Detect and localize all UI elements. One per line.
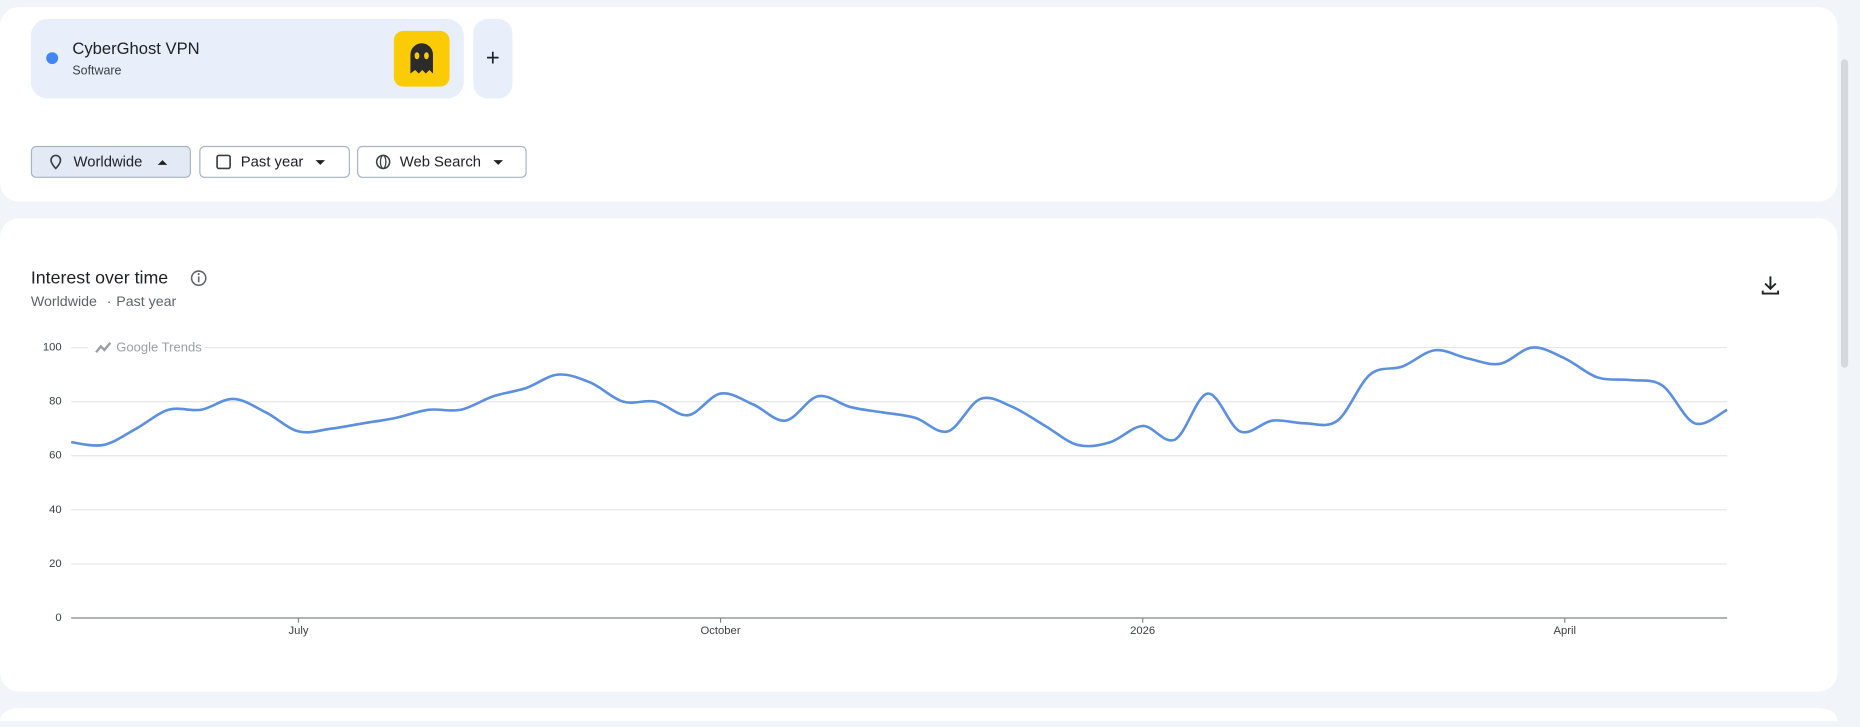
location-filter[interactable]: Worldwide <box>30 145 191 178</box>
ghost-icon <box>410 43 433 74</box>
scrollbar <box>1841 59 1849 368</box>
filter-label: Past year <box>241 154 304 170</box>
period-filter[interactable]: Past year <box>199 145 350 178</box>
filter-bg <box>199 145 350 178</box>
y-tick-label: 80 <box>49 396 62 408</box>
filter-bg <box>357 145 527 178</box>
next-card <box>0 708 1838 727</box>
y-tick-label: 40 <box>49 504 62 516</box>
card-title: Interest over time <box>31 267 168 287</box>
x-tick-label: April <box>1554 625 1577 637</box>
watermark: Google Trends <box>116 340 202 355</box>
plot: 0 20 40 60 80 100 July October 2026 April Google T… <box>43 336 1728 637</box>
download-icon <box>1761 276 1780 295</box>
filter-label: Web Search <box>400 154 481 170</box>
calendar-icon <box>216 154 231 170</box>
x-tick-label: October <box>701 625 741 637</box>
watermark-icon <box>95 342 112 354</box>
chip-bg <box>30 18 464 99</box>
caret <box>315 160 326 165</box>
info-dot <box>197 272 200 276</box>
card-subtitle: Past year <box>116 294 176 310</box>
ghost-eye <box>414 52 420 60</box>
info-icon[interactable] <box>190 270 207 287</box>
term-category: Software <box>72 63 121 77</box>
globe-icon <box>379 154 387 170</box>
info-circle <box>190 270 207 287</box>
caret <box>157 160 168 165</box>
caret <box>493 160 503 165</box>
add-term-button[interactable]: + <box>473 18 513 99</box>
x-tick-label: July <box>288 625 308 637</box>
card-subtitle: Worldwide <box>31 294 97 310</box>
y-tick-label: 0 <box>55 612 61 624</box>
filter-bg <box>30 145 191 178</box>
y-tick-label: 20 <box>49 558 62 570</box>
x-tick-label: 2026 <box>1130 625 1155 637</box>
download-button[interactable] <box>1761 276 1780 295</box>
pin-icon <box>50 154 62 170</box>
trend-line <box>71 346 1728 448</box>
watermark-bg <box>87 336 205 359</box>
add-bg <box>473 18 513 99</box>
filter-label: Worldwide <box>74 154 143 170</box>
property-filter[interactable]: Web Search <box>357 145 527 178</box>
term-name: CyberGhost VPN <box>72 39 199 58</box>
y-tick-label: 60 <box>49 450 62 462</box>
ghost-eye <box>424 52 429 60</box>
chart-card <box>0 218 1838 692</box>
y-tick-label: 100 <box>43 342 62 354</box>
term-chip[interactable]: CyberGhost VPN Software <box>30 18 464 99</box>
term-dot <box>46 52 59 65</box>
add-label: + <box>486 46 500 72</box>
subtitle-separator: · <box>107 294 112 310</box>
